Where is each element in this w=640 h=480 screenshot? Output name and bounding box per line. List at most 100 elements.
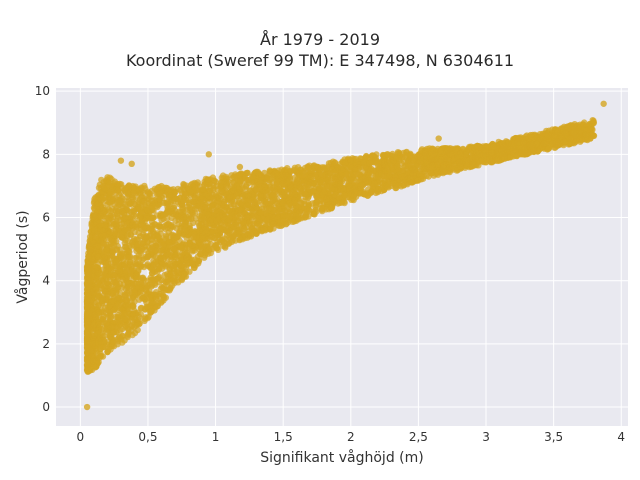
data-point [347,157,355,165]
data-point [420,165,427,172]
data-point [122,322,129,329]
data-point [102,281,110,288]
data-point [148,236,155,243]
data-point [156,264,163,272]
data-point [329,197,336,205]
data-point [126,258,134,266]
data-point [466,143,473,151]
data-point [122,243,129,250]
data-point [163,250,170,257]
data-point [161,286,169,293]
data-point [383,182,390,190]
data-point [212,242,219,250]
data-point [282,221,290,228]
data-point [173,234,180,241]
data-point [332,168,339,175]
data-point [95,253,102,260]
data-point [182,191,190,199]
data-point [277,218,284,225]
chart-title: År 1979 - 2019 [260,30,380,49]
data-point [140,223,148,230]
data-point [118,208,126,215]
data-point [321,165,328,172]
data-point [125,237,132,245]
data-point [263,175,270,182]
data-point [312,172,319,179]
data-point [199,235,206,242]
data-point [110,288,117,295]
data-point [390,158,397,166]
data-point [530,147,537,154]
data-point [128,194,136,201]
data-point [176,208,183,215]
data-point [83,298,91,305]
data-point [87,246,94,253]
data-point [132,262,139,269]
data-point [121,263,128,270]
data-point [137,284,144,291]
data-point [509,143,517,151]
data-point [147,246,154,254]
data-point [423,172,430,179]
data-point [152,202,160,210]
data-point [544,145,552,153]
data-point [416,170,423,177]
data-point [337,182,344,189]
data-point [274,209,281,216]
data-point [139,274,147,281]
data-point [94,330,101,338]
data-point [205,211,212,218]
data-point [220,201,228,208]
data-point [378,187,385,195]
data-point [186,259,193,266]
data-point [212,191,219,198]
data-point [134,241,142,248]
data-point [226,194,234,201]
data-point [310,187,317,195]
data-point [456,159,463,166]
data-point [188,180,196,188]
data-point [125,248,132,255]
data-point [220,178,227,185]
data-point [171,265,178,272]
data-point [197,195,204,203]
data-point [260,226,268,233]
data-point [103,320,110,328]
data-point [107,315,114,322]
data-point [93,350,101,357]
data-point [139,240,146,247]
data-point [287,212,294,220]
data-point [302,211,309,219]
data-point [205,193,212,200]
data-point [342,159,349,166]
data-point [262,210,269,217]
data-point [99,194,106,202]
data-point [345,182,353,189]
data-point [286,176,294,183]
data-point [292,212,299,219]
data-point [130,311,137,319]
data-point [91,311,98,318]
data-point [273,179,281,187]
data-point [313,202,320,209]
data-point [117,251,124,258]
data-point [310,162,317,170]
data-point [148,218,155,225]
data-point [113,226,120,233]
data-point [130,218,137,225]
data-point [528,134,536,141]
data-point [153,236,161,243]
data-point [347,176,355,183]
data-point [488,149,495,156]
data-point [114,180,121,188]
data-point [437,148,444,155]
data-point [399,167,406,174]
data-point [101,222,109,229]
data-point [590,119,597,126]
data-points [83,100,607,411]
data-point [125,253,132,260]
data-point [112,220,120,227]
data-point [132,322,140,329]
data-point [428,170,435,177]
